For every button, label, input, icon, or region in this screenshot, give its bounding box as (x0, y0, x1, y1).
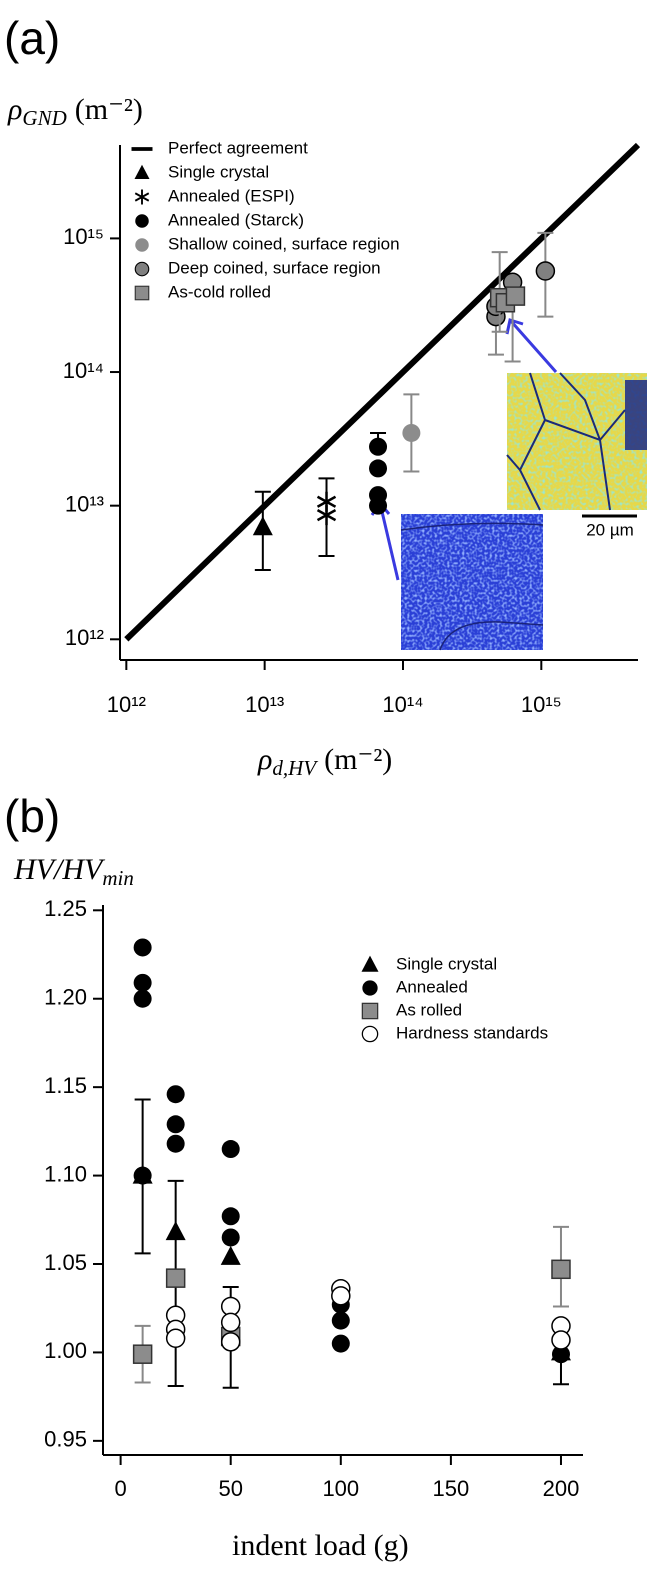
legend-label: As rolled (396, 1000, 462, 1019)
axis-label-sub: min (102, 866, 134, 890)
inset-map-annealed (401, 514, 543, 650)
data-point (332, 1287, 350, 1305)
data-point (221, 1246, 241, 1265)
data-point (552, 1331, 570, 1349)
x-tick-label: 10¹⁴ (382, 692, 423, 717)
axis-label-sub: d,HV (272, 756, 318, 780)
axis-label-unit: (m⁻²) (324, 743, 392, 776)
legend-label: Hardness standards (396, 1023, 548, 1042)
figure: 20 µm (a)ρGND(m⁻²)ρd,HV(m⁻²)10¹²10¹³10¹⁴… (0, 0, 650, 1570)
axis-label-sub: GND (22, 106, 66, 130)
axis-label: ρGND (m⁻²) (7, 93, 143, 130)
data-point (222, 1333, 240, 1351)
data-point (369, 438, 387, 456)
data-point (167, 1329, 185, 1347)
axis-label-unit: (m⁻²) (75, 93, 143, 126)
y-tick-label: 10¹⁵ (63, 224, 104, 249)
data-point (369, 459, 387, 477)
data-point (167, 1269, 185, 1287)
legend-label: Deep coined, surface region (168, 258, 381, 277)
x-tick-label: 200 (543, 1476, 580, 1501)
panel-label: (a) (4, 12, 60, 64)
legend-label: As-cold rolled (168, 282, 271, 301)
axis-label-symbol: HV/HV (13, 853, 106, 886)
data-point (506, 287, 524, 305)
y-tick-label: 10¹³ (65, 491, 104, 516)
data-point (167, 1115, 185, 1133)
legend-label: Shallow coined, surface region (168, 234, 400, 253)
legend-marker (135, 286, 149, 300)
data-point (134, 938, 152, 956)
data-point (222, 1207, 240, 1225)
x-tick-label: 100 (322, 1476, 359, 1501)
data-point (332, 1335, 350, 1353)
x-tick-label: 10¹⁵ (521, 692, 562, 717)
inset-map-deformed (507, 373, 647, 510)
legend-label: Annealed (Starck) (168, 210, 304, 229)
y-tick-label: 1.15 (44, 1073, 87, 1098)
legend-label: Annealed (ESPI) (168, 186, 295, 205)
legend-marker (135, 190, 149, 205)
page: {"chart_data": [ {"type": "scatter", "pa… (0, 0, 650, 1570)
data-point (332, 1312, 350, 1330)
axis-label-symbol: indent load (g) (232, 1529, 409, 1562)
legend-marker (135, 165, 150, 179)
legend-label: Perfect agreement (168, 138, 308, 157)
data-point (402, 424, 420, 442)
data-point (134, 1345, 152, 1363)
x-tick-label: 0 (114, 1476, 126, 1501)
data-point (167, 1135, 185, 1153)
y-tick-label: 1.05 (44, 1250, 87, 1275)
data-point (222, 1140, 240, 1158)
scale-bar-label: 20 µm (586, 520, 634, 539)
panel-label: (b) (4, 790, 60, 842)
legend-marker (362, 1003, 377, 1018)
y-tick-label: 10¹² (65, 625, 104, 650)
legend-label: Single crystal (396, 954, 497, 973)
axis-label: ρd,HV(m⁻²) (257, 743, 392, 780)
data-point (253, 516, 273, 535)
data-point (552, 1260, 570, 1278)
legend-marker (135, 262, 149, 276)
y-tick-label: 1.00 (44, 1338, 87, 1363)
legend-label: Annealed (396, 977, 468, 996)
legend-marker (362, 1026, 377, 1041)
axis-label: indent load (g) (232, 1529, 409, 1562)
data-point (166, 1221, 186, 1240)
x-tick-label: 10¹³ (245, 692, 284, 717)
data-point (222, 1228, 240, 1246)
legend-label: Single crystal (168, 162, 269, 181)
y-tick-label: 1.25 (44, 896, 87, 921)
legend-marker (362, 956, 379, 972)
data-point (167, 1085, 185, 1103)
legend-marker (362, 980, 377, 995)
data-point (134, 1167, 152, 1185)
axis-label-symbol: ρ (7, 93, 22, 126)
data-point (134, 990, 152, 1008)
data-point (134, 974, 152, 992)
axis-label-symbol: ρ (257, 743, 272, 776)
y-tick-label: 10¹⁴ (63, 358, 104, 383)
y-tick-label: 0.95 (44, 1427, 87, 1452)
legend-marker (135, 214, 149, 228)
axis-label: HV/HVmin (13, 853, 134, 890)
x-tick-label: 10¹² (107, 692, 146, 717)
x-tick-label: 150 (433, 1476, 470, 1501)
data-point (318, 505, 336, 525)
x-tick-label: 50 (218, 1476, 242, 1501)
legend-marker (135, 238, 149, 252)
y-tick-label: 1.10 (44, 1161, 87, 1186)
data-point (369, 497, 387, 515)
data-point (222, 1313, 240, 1331)
data-point (536, 262, 554, 280)
y-tick-label: 1.20 (44, 985, 87, 1010)
